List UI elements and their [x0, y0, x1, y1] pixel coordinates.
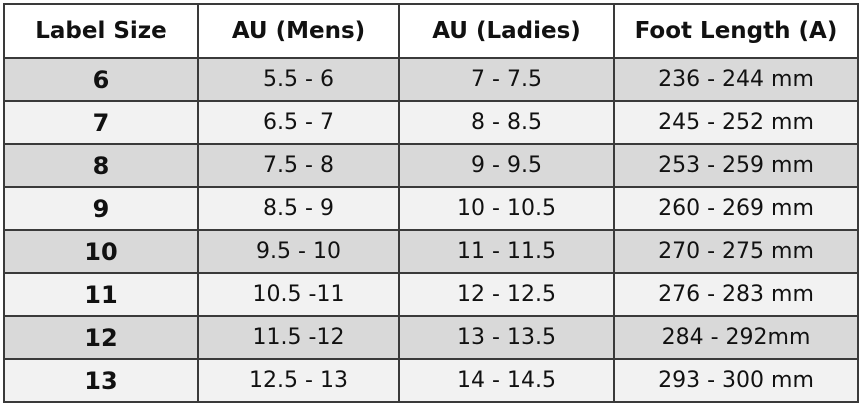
table-cell: 11.5 -12	[197, 315, 400, 360]
table-cell: 10.5 -11	[197, 272, 400, 317]
table-cell: 8	[3, 143, 199, 188]
table-cell: 293 - 300 mm	[613, 358, 859, 403]
table-cell: 11 - 11.5	[398, 229, 615, 274]
table-cell: 12 - 12.5	[398, 272, 615, 317]
table-cell: 8.5 - 9	[197, 186, 400, 231]
table-cell: 13	[3, 358, 199, 403]
table-cell: 10 - 10.5	[398, 186, 615, 231]
table-cell: 8 - 8.5	[398, 100, 615, 145]
size-table: Label Size AU (Mens) AU (Ladies) Foot Lengt…	[3, 3, 859, 403]
header-cell: AU (Ladies)	[398, 3, 615, 59]
header-cell: AU (Mens)	[197, 3, 400, 59]
table-cell: 260 - 269 mm	[613, 186, 859, 231]
table-cell: 11	[3, 272, 199, 317]
header-row: Label Size AU (Mens) AU (Ladies) Foot Lengt…	[3, 3, 859, 59]
table-cell: 7 - 7.5	[398, 57, 615, 102]
table-cell: 6	[3, 57, 199, 102]
table-cell: 9.5 - 10	[197, 229, 400, 274]
table-cell: 10	[3, 229, 199, 274]
header-cell: Foot Length (A)	[613, 3, 859, 59]
table-row: 11 10.5 -11 12 - 12.5 276 - 283 mm	[3, 272, 859, 317]
table-cell: 253 - 259 mm	[613, 143, 859, 188]
table-row: 12 11.5 -12 13 - 13.5 284 - 292mm	[3, 315, 859, 360]
table-cell: 14 - 14.5	[398, 358, 615, 403]
table-row: 9 8.5 - 9 10 - 10.5 260 - 269 mm	[3, 186, 859, 231]
table-cell: 5.5 - 6	[197, 57, 400, 102]
table-cell: 6.5 - 7	[197, 100, 400, 145]
table-cell: 7	[3, 100, 199, 145]
table-cell: 9	[3, 186, 199, 231]
table-cell: 12	[3, 315, 199, 360]
table-cell: 236 - 244 mm	[613, 57, 859, 102]
table-cell: 7.5 - 8	[197, 143, 400, 188]
table-row: 10 9.5 - 10 11 - 11.5 270 - 275 mm	[3, 229, 859, 274]
table-cell: 9 - 9.5	[398, 143, 615, 188]
header-cell: Label Size	[3, 3, 199, 59]
table-cell: 13 - 13.5	[398, 315, 615, 360]
table-cell: 276 - 283 mm	[613, 272, 859, 317]
table-cell: 270 - 275 mm	[613, 229, 859, 274]
table-cell: 284 - 292mm	[613, 315, 859, 360]
table-cell: 245 - 252 mm	[613, 100, 859, 145]
table-row: 13 12.5 - 13 14 - 14.5 293 - 300 mm	[3, 358, 859, 403]
table-cell: 12.5 - 13	[197, 358, 400, 403]
